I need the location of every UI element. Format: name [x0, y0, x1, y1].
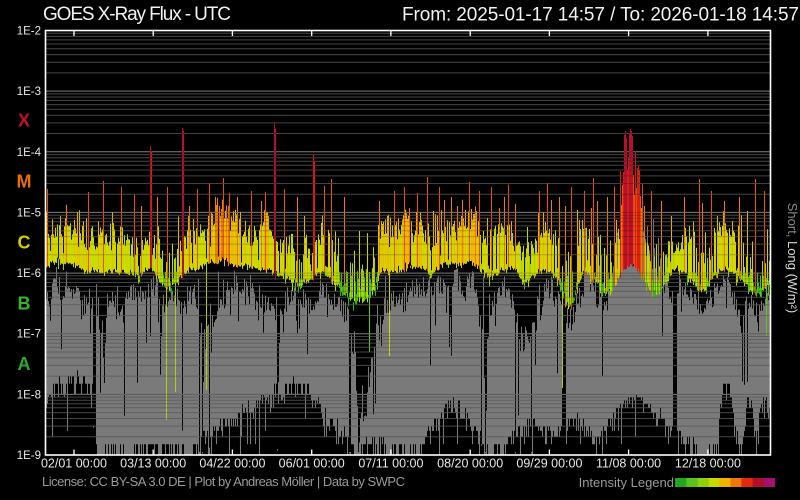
svg-text:C: C — [18, 233, 31, 253]
svg-text:1E-7: 1E-7 — [17, 329, 41, 341]
svg-text:1E-2: 1E-2 — [17, 26, 41, 38]
svg-text:A: A — [18, 354, 31, 374]
svg-text:06/01 00:00: 06/01 00:00 — [279, 457, 345, 471]
svg-text:Short, Long (W/m²): Short, Long (W/m²) — [785, 203, 800, 314]
svg-text:From: 2025-01-17 14:57 / To:: From: 2025-01-17 14:57 / To: 2026-01-18 … — [402, 4, 799, 25]
svg-text:03/13 00:00: 03/13 00:00 — [120, 457, 186, 471]
svg-text:1E-5: 1E-5 — [17, 207, 41, 219]
svg-text:B: B — [18, 294, 31, 314]
svg-text:GOES X-Ray Flux - UTC: GOES X-Ray Flux - UTC — [43, 4, 231, 25]
svg-text:08/20 00:00: 08/20 00:00 — [437, 457, 503, 471]
svg-text:07/11 00:00: 07/11 00:00 — [358, 457, 423, 471]
svg-text:M: M — [17, 172, 32, 192]
svg-text:X: X — [18, 111, 30, 131]
svg-text:12/18 00:00: 12/18 00:00 — [675, 457, 741, 471]
svg-text:Intensity Legend: Intensity Legend — [579, 475, 674, 490]
svg-text:1E-4: 1E-4 — [17, 147, 42, 159]
svg-text:1E-3: 1E-3 — [17, 86, 41, 98]
svg-text:02/01 00:00: 02/01 00:00 — [41, 457, 107, 471]
svg-text:11/08 00:00: 11/08 00:00 — [596, 457, 661, 471]
svg-text:License: CC BY-SA 3.0 DE | Plo: License: CC BY-SA 3.0 DE | Plot by Andre… — [42, 474, 405, 489]
svg-text:09/29 00:00: 09/29 00:00 — [516, 457, 582, 471]
svg-text:1E-6: 1E-6 — [17, 268, 41, 280]
svg-text:04/22 00:00: 04/22 00:00 — [199, 457, 265, 471]
svg-text:1E-9: 1E-9 — [17, 450, 41, 462]
svg-text:1E-8: 1E-8 — [17, 389, 41, 401]
